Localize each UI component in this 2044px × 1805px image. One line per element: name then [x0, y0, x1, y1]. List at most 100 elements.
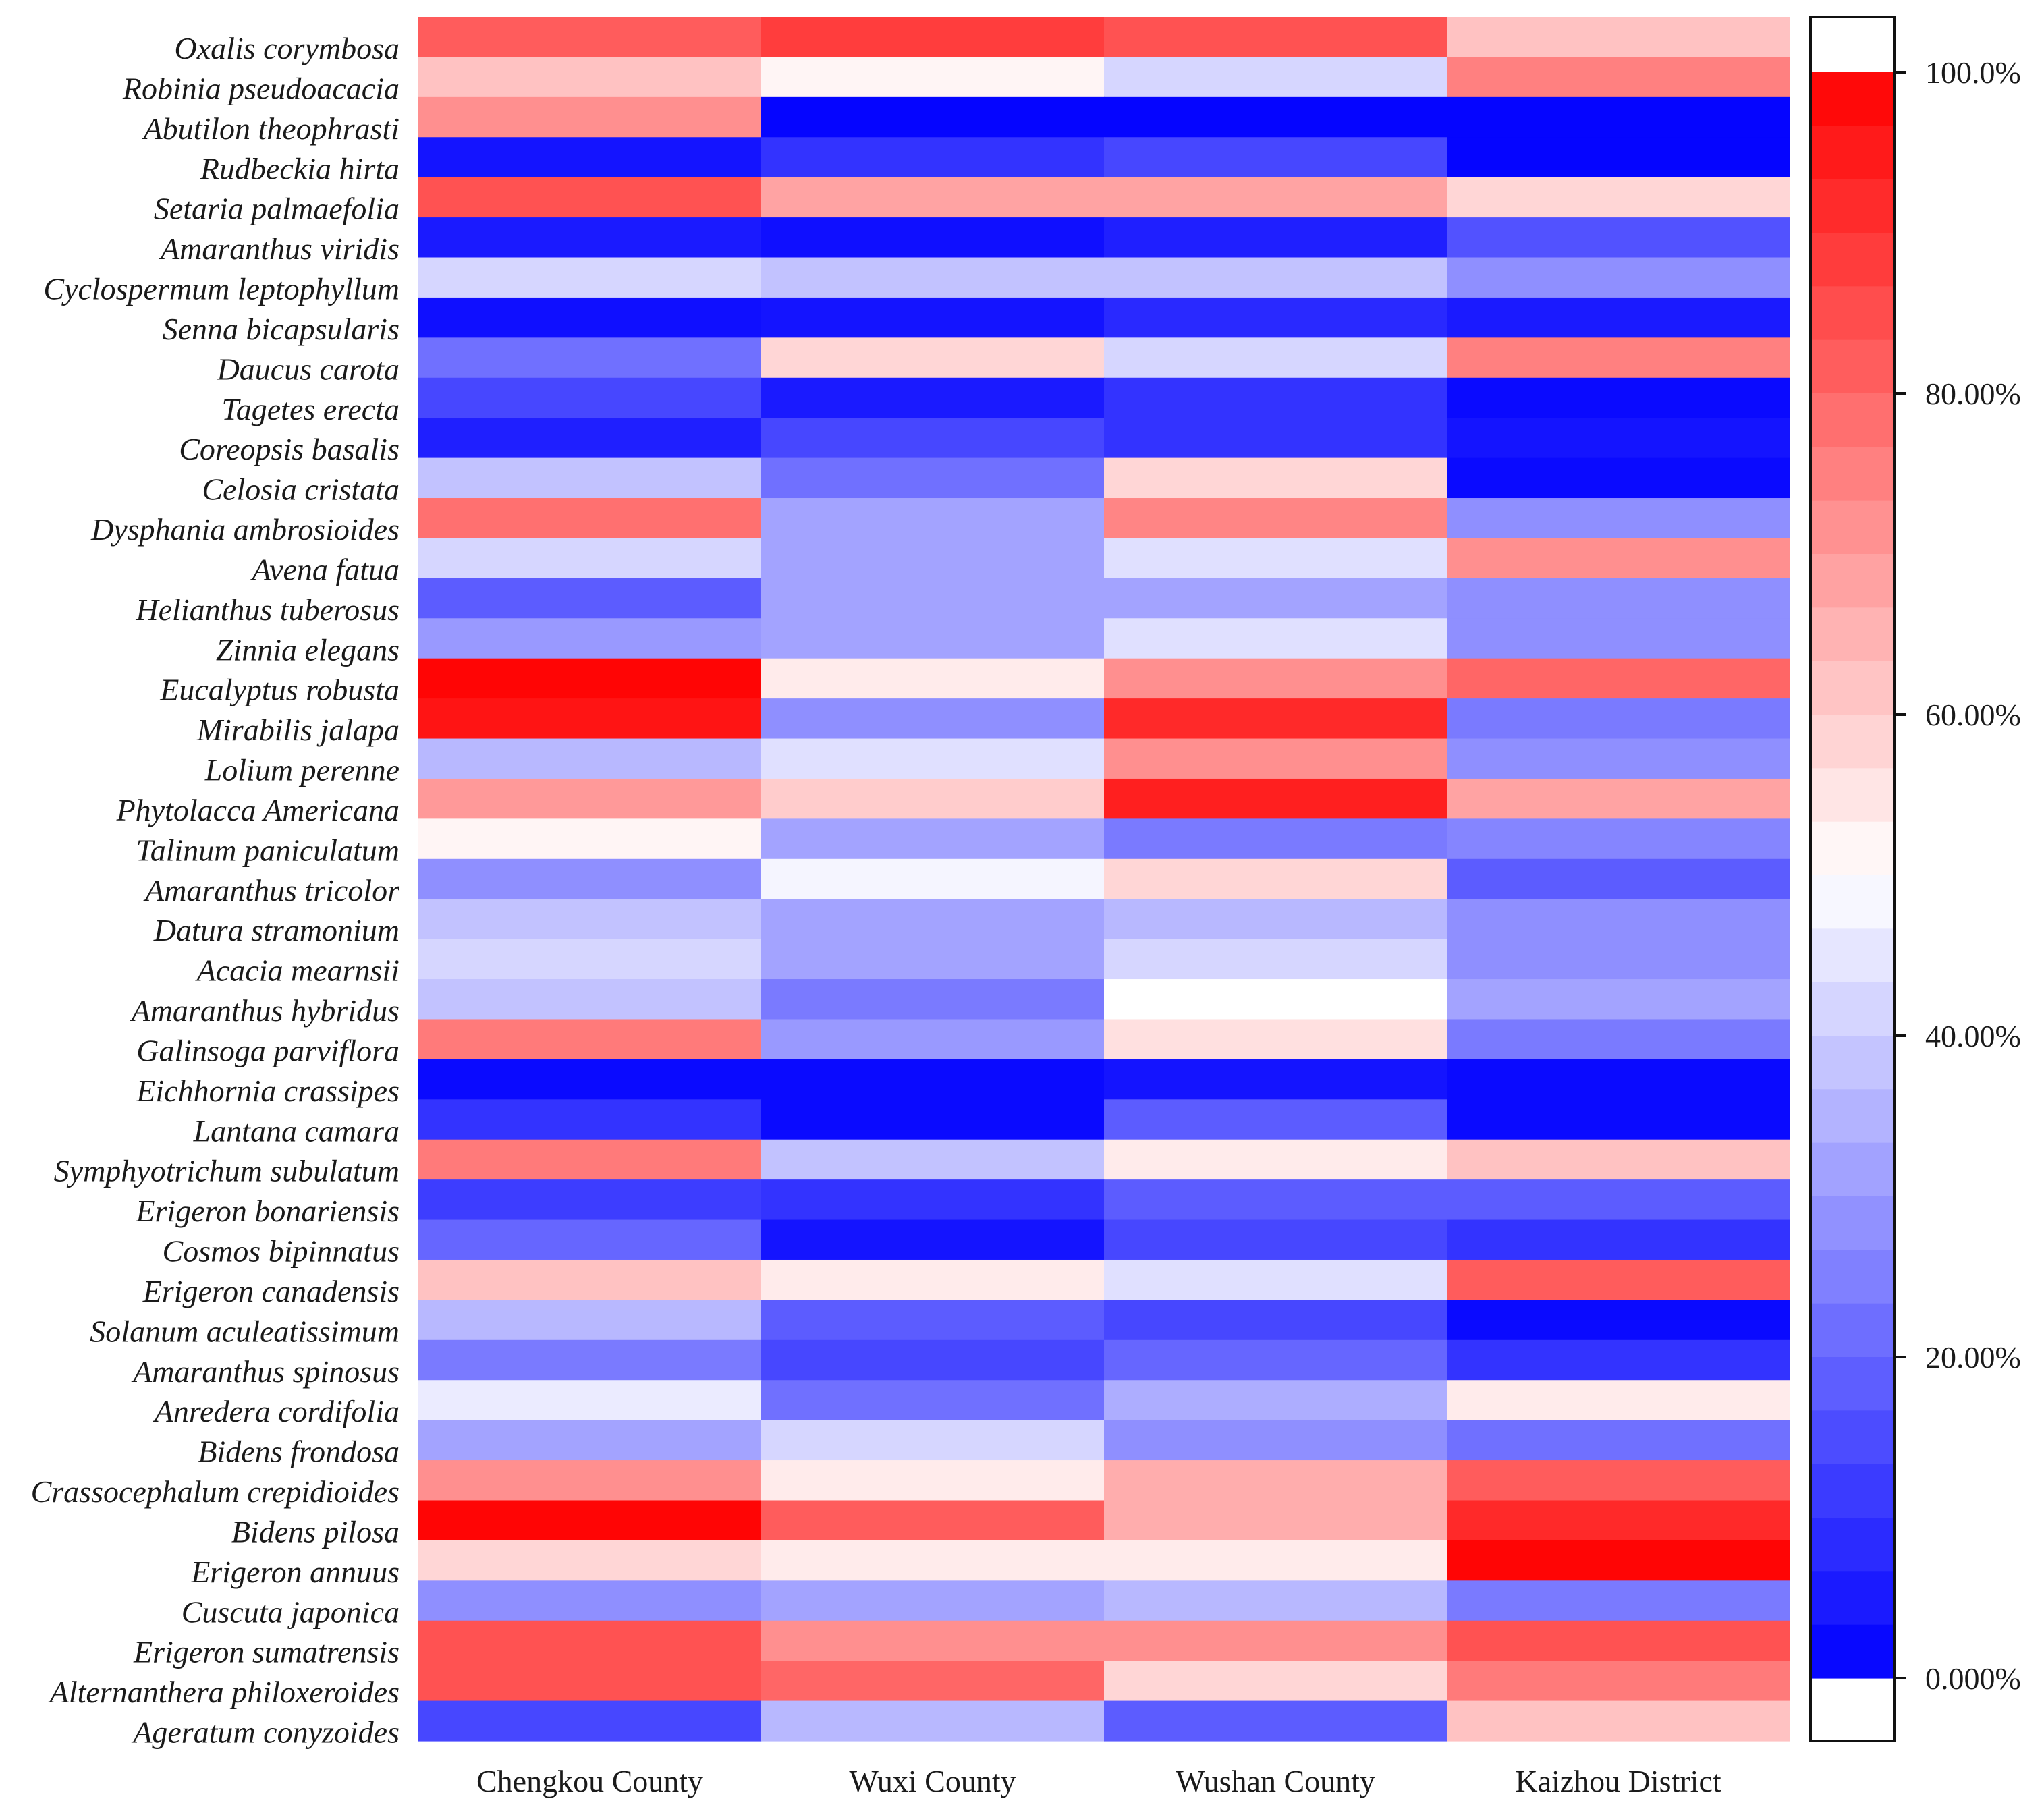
colorbar-step: [1811, 72, 1894, 126]
row-label: Erigeron sumatrensis: [133, 1635, 399, 1669]
heatmap-cell: [418, 979, 762, 1020]
row-label: Oxalis corymbosa: [175, 31, 399, 65]
heatmap-cell: [761, 1139, 1105, 1180]
heatmap-cell: [1104, 1219, 1447, 1260]
row-label: Talinum paniculatum: [136, 833, 399, 867]
row-label: Cyclospermum leptophyllum: [43, 272, 399, 306]
heatmap-cell: [761, 1460, 1105, 1501]
heatmap-cell: [418, 297, 762, 338]
heatmap-cell: [1447, 337, 1790, 379]
heatmap-cell: [418, 137, 762, 178]
heatmap-cell: [1447, 1339, 1790, 1381]
colorbar-step: [1811, 715, 1894, 769]
heatmap-cell: [1104, 1059, 1447, 1100]
heatmap-cell: [1104, 1019, 1447, 1060]
row-label: Eucalyptus robusta: [159, 673, 399, 707]
heatmap-cell: [1104, 818, 1447, 860]
heatmap-cell: [418, 658, 762, 699]
heatmap-cell: [761, 1540, 1105, 1581]
colorbar-step: [1811, 1250, 1894, 1304]
heatmap-cell: [1447, 1139, 1790, 1180]
heatmap-cell: [761, 1339, 1105, 1381]
row-label: Bidens frondosa: [198, 1435, 399, 1469]
heatmap-cell: [761, 1500, 1105, 1541]
heatmap-cell: [418, 217, 762, 258]
heatmap-cell: [1447, 1019, 1790, 1060]
heatmap-cell: [1104, 698, 1447, 740]
heatmap-cell: [761, 1019, 1105, 1060]
heatmap-cell: [1104, 1339, 1447, 1381]
colorbar-step: [1811, 1464, 1894, 1518]
row-label: Robinia pseudoacacia: [122, 71, 399, 105]
heatmap-cell: [1104, 979, 1447, 1020]
heatmap-cell: [1447, 177, 1790, 218]
row-label: Eichhornia crassipes: [136, 1074, 399, 1108]
heatmap-cell: [1447, 1661, 1790, 1702]
row-label: Erigeron canadensis: [142, 1274, 399, 1308]
heatmap-cell: [1104, 1179, 1447, 1221]
heatmap-cell: [418, 538, 762, 579]
heatmap-cell: [761, 658, 1105, 699]
heatmap-cell: [1104, 418, 1447, 459]
colorbar-step: [1811, 661, 1894, 715]
row-label: Rudbeckia hirta: [200, 151, 399, 186]
heatmap-cell: [1104, 1661, 1447, 1702]
colorbar-step: [1811, 982, 1894, 1036]
row-label: Dysphania ambrosioides: [90, 512, 399, 547]
heatmap-cell: [1447, 738, 1790, 779]
colorbar-step: [1811, 875, 1894, 929]
heatmap-cell: [761, 1259, 1105, 1300]
heatmap-cell: [1447, 1580, 1790, 1621]
heatmap-cell: [761, 1059, 1105, 1100]
heatmap-cell: [418, 1179, 762, 1221]
row-label: Mirabilis jalapa: [196, 713, 399, 747]
heatmap-cell: [1104, 498, 1447, 539]
row-label: Tagetes erecta: [221, 392, 399, 426]
heatmap-cell: [761, 1219, 1105, 1260]
colorbar-frame: [1809, 16, 1896, 1742]
row-label: Cosmos bipinnatus: [163, 1234, 399, 1269]
row-label: Lantana camara: [193, 1113, 399, 1148]
colorbar-step: [1811, 286, 1894, 341]
heatmap-cell: [761, 137, 1105, 178]
heatmap-cell: [1447, 1620, 1790, 1661]
heatmap-cell: [1447, 297, 1790, 338]
heatmap-cell: [761, 578, 1105, 619]
colorbar-step: [1811, 179, 1894, 233]
heatmap-cell: [1447, 899, 1790, 940]
row-label: Zinnia elegans: [216, 632, 399, 667]
heatmap-cell: [761, 96, 1105, 138]
heatmap-cell: [418, 1019, 762, 1060]
row-label: Bidens pilosa: [231, 1514, 399, 1549]
heatmap-cell: [1104, 257, 1447, 298]
row-label: Amaranthus tricolor: [143, 873, 400, 908]
colorbar-step: [1811, 607, 1894, 662]
heatmap-cell: [1104, 858, 1447, 899]
colorbar-step: [1811, 768, 1894, 823]
heatmap-cell: [761, 939, 1105, 980]
column-label: Chengkou County: [476, 1764, 703, 1798]
heatmap-cell: [418, 1620, 762, 1661]
heatmap-cell: [761, 217, 1105, 258]
heatmap-cell: [761, 337, 1105, 379]
heatmap-cell: [1104, 1580, 1447, 1621]
colorbar-step: [1811, 1518, 1894, 1572]
heatmap-cell: [1447, 1540, 1790, 1581]
row-label: Ageratum conyzoides: [131, 1715, 399, 1750]
heatmap-cell: [1104, 1460, 1447, 1501]
row-label: Erigeron annuus: [190, 1555, 399, 1589]
heatmap-cell: [418, 578, 762, 619]
heatmap-cell: [418, 858, 762, 899]
heatmap-cell: [418, 377, 762, 418]
heatmap-cell: [1104, 96, 1447, 138]
heatmap-cell: [761, 498, 1105, 539]
heatmap-cell: [1447, 217, 1790, 258]
heatmap-cell: [1104, 57, 1447, 98]
heatmap-cell: [761, 1300, 1105, 1341]
colorbar-step: [1811, 447, 1894, 501]
heatmap-cell: [418, 899, 762, 940]
heatmap-cell: [418, 498, 762, 539]
colorbar-step: [1811, 1624, 1894, 1679]
heatmap-cell: [418, 778, 762, 819]
colorbar-step: [1811, 126, 1894, 180]
